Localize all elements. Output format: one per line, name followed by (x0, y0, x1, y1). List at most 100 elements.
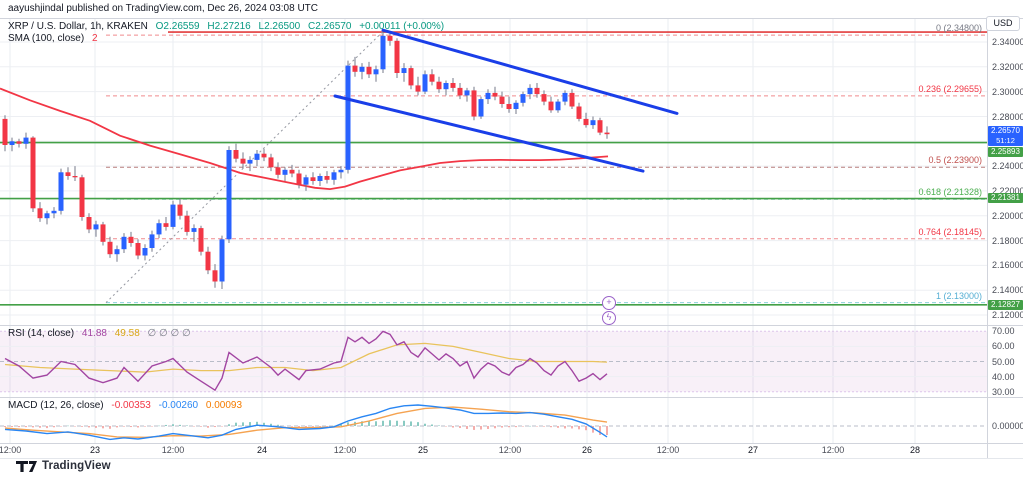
macd-histogram-bar (123, 426, 125, 427)
candle (534, 87, 540, 95)
candle (457, 87, 463, 96)
candle (373, 69, 379, 75)
candle (254, 153, 260, 160)
candle (100, 224, 106, 242)
candle (324, 176, 330, 180)
level-price-badge: 2.25893 (988, 146, 1023, 157)
macd-histogram-bar (130, 426, 132, 428)
macd-histogram-bar (88, 426, 90, 428)
macd-histogram-bar (263, 422, 265, 426)
level-price-badge: 2.12827 (988, 299, 1023, 310)
candle (268, 157, 274, 168)
macd-histogram-bar (277, 424, 279, 426)
candle (527, 87, 533, 95)
candle (499, 96, 505, 104)
candle (422, 74, 428, 92)
candle (163, 223, 169, 227)
macd-histogram-bar (228, 424, 230, 426)
macd-histogram-bar (95, 426, 97, 428)
macd-histogram-bar (165, 424, 167, 426)
candle (128, 236, 134, 243)
ohlc-low: L2.26500 (258, 21, 301, 32)
channel-trendline (333, 94, 645, 173)
macd-histogram-bar (515, 426, 517, 428)
bar-countdown: 51:12 (996, 136, 1015, 146)
macd-histogram-bar (585, 426, 587, 431)
candle (443, 83, 449, 90)
macd-line-value: -0.00260 (158, 400, 199, 411)
candle (226, 150, 232, 240)
macd-histogram-bar (291, 426, 293, 427)
candle (275, 167, 281, 175)
macd-histogram-bar (235, 422, 237, 426)
sma-100-line (0, 87, 609, 191)
candle (289, 169, 295, 174)
sma-legend[interactable]: SMA (100, close) 2 (8, 33, 103, 44)
instant-trade-lightning-button[interactable]: ϟ (602, 311, 616, 325)
candle (387, 35, 393, 41)
ohlc-close: C2.26570 (308, 21, 352, 32)
symbol-title: XRP / U.S. Dollar, 1h, KRAKEN (8, 21, 148, 32)
tradingview-wordmark: TradingView (42, 460, 111, 472)
macd-histogram-bar (452, 426, 454, 428)
candle (408, 68, 414, 86)
macd-histogram-bar (186, 425, 188, 426)
candle (415, 85, 421, 92)
rsi-hidden-plots: ∅ ∅ ∅ ∅ (147, 328, 191, 339)
candle (93, 224, 99, 230)
macd-histogram-bar (256, 421, 258, 426)
macd-histogram-bar (396, 420, 398, 426)
candle (282, 169, 288, 175)
symbol-legend[interactable]: XRP / U.S. Dollar, 1h, KRAKEN O2.26559 H… (8, 21, 449, 32)
macd-histogram-bar (18, 426, 20, 428)
macd-legend[interactable]: MACD (12, 26, close) -0.00353 -0.00260 0… (8, 400, 247, 411)
macd-histogram-bar (557, 426, 559, 428)
candle (30, 137, 36, 209)
candle (16, 141, 22, 144)
macd-histogram-bar (193, 426, 195, 427)
candle (240, 158, 246, 164)
macd-histogram-bar (340, 423, 342, 426)
last-price-badge: 2.26570 51:12 (988, 126, 1023, 147)
candle (142, 248, 148, 256)
candle (541, 94, 547, 102)
candle (331, 172, 337, 180)
candle (478, 99, 484, 117)
rsi-label: RSI (14, close) (8, 328, 75, 339)
macd-histogram-bar (466, 426, 468, 429)
candle (261, 153, 267, 158)
candle (121, 236, 127, 250)
macd-histogram-bar (522, 426, 524, 427)
candle (506, 104, 512, 109)
macd-label: MACD (12, 26, close) (8, 400, 104, 411)
macd-histogram-bar (606, 426, 608, 435)
macd-histogram-bar (102, 426, 104, 429)
macd-histogram-bar (298, 426, 300, 428)
candle (562, 92, 568, 102)
level-price-badge: 2.21381 (988, 193, 1023, 204)
currency-unit-button[interactable]: USD (986, 16, 1020, 31)
macd-histogram-bar (417, 422, 419, 426)
macd-histogram-bar (53, 426, 55, 428)
rsi-legend[interactable]: RSI (14, close) 41.88 49.58 ∅ ∅ ∅ ∅ (8, 328, 196, 339)
candle (569, 92, 575, 107)
candle (135, 243, 141, 256)
candle (79, 177, 85, 217)
macd-histogram-bar (305, 426, 307, 428)
time-axis[interactable] (0, 443, 987, 458)
sma-value: 2 (91, 33, 98, 44)
add-alert-plus-button[interactable]: + (602, 296, 616, 310)
candle (2, 118, 8, 145)
macd-histogram-bar (207, 426, 209, 428)
candle (58, 172, 64, 211)
macd-histogram-bar (403, 420, 405, 426)
candle (296, 173, 302, 185)
candle (464, 90, 470, 96)
macd-histogram-bar (438, 425, 440, 426)
price-axis[interactable] (988, 18, 1023, 443)
macd-histogram-bar (445, 426, 447, 427)
tradingview-footer[interactable]: TradingView (16, 460, 111, 472)
candle (492, 92, 498, 97)
